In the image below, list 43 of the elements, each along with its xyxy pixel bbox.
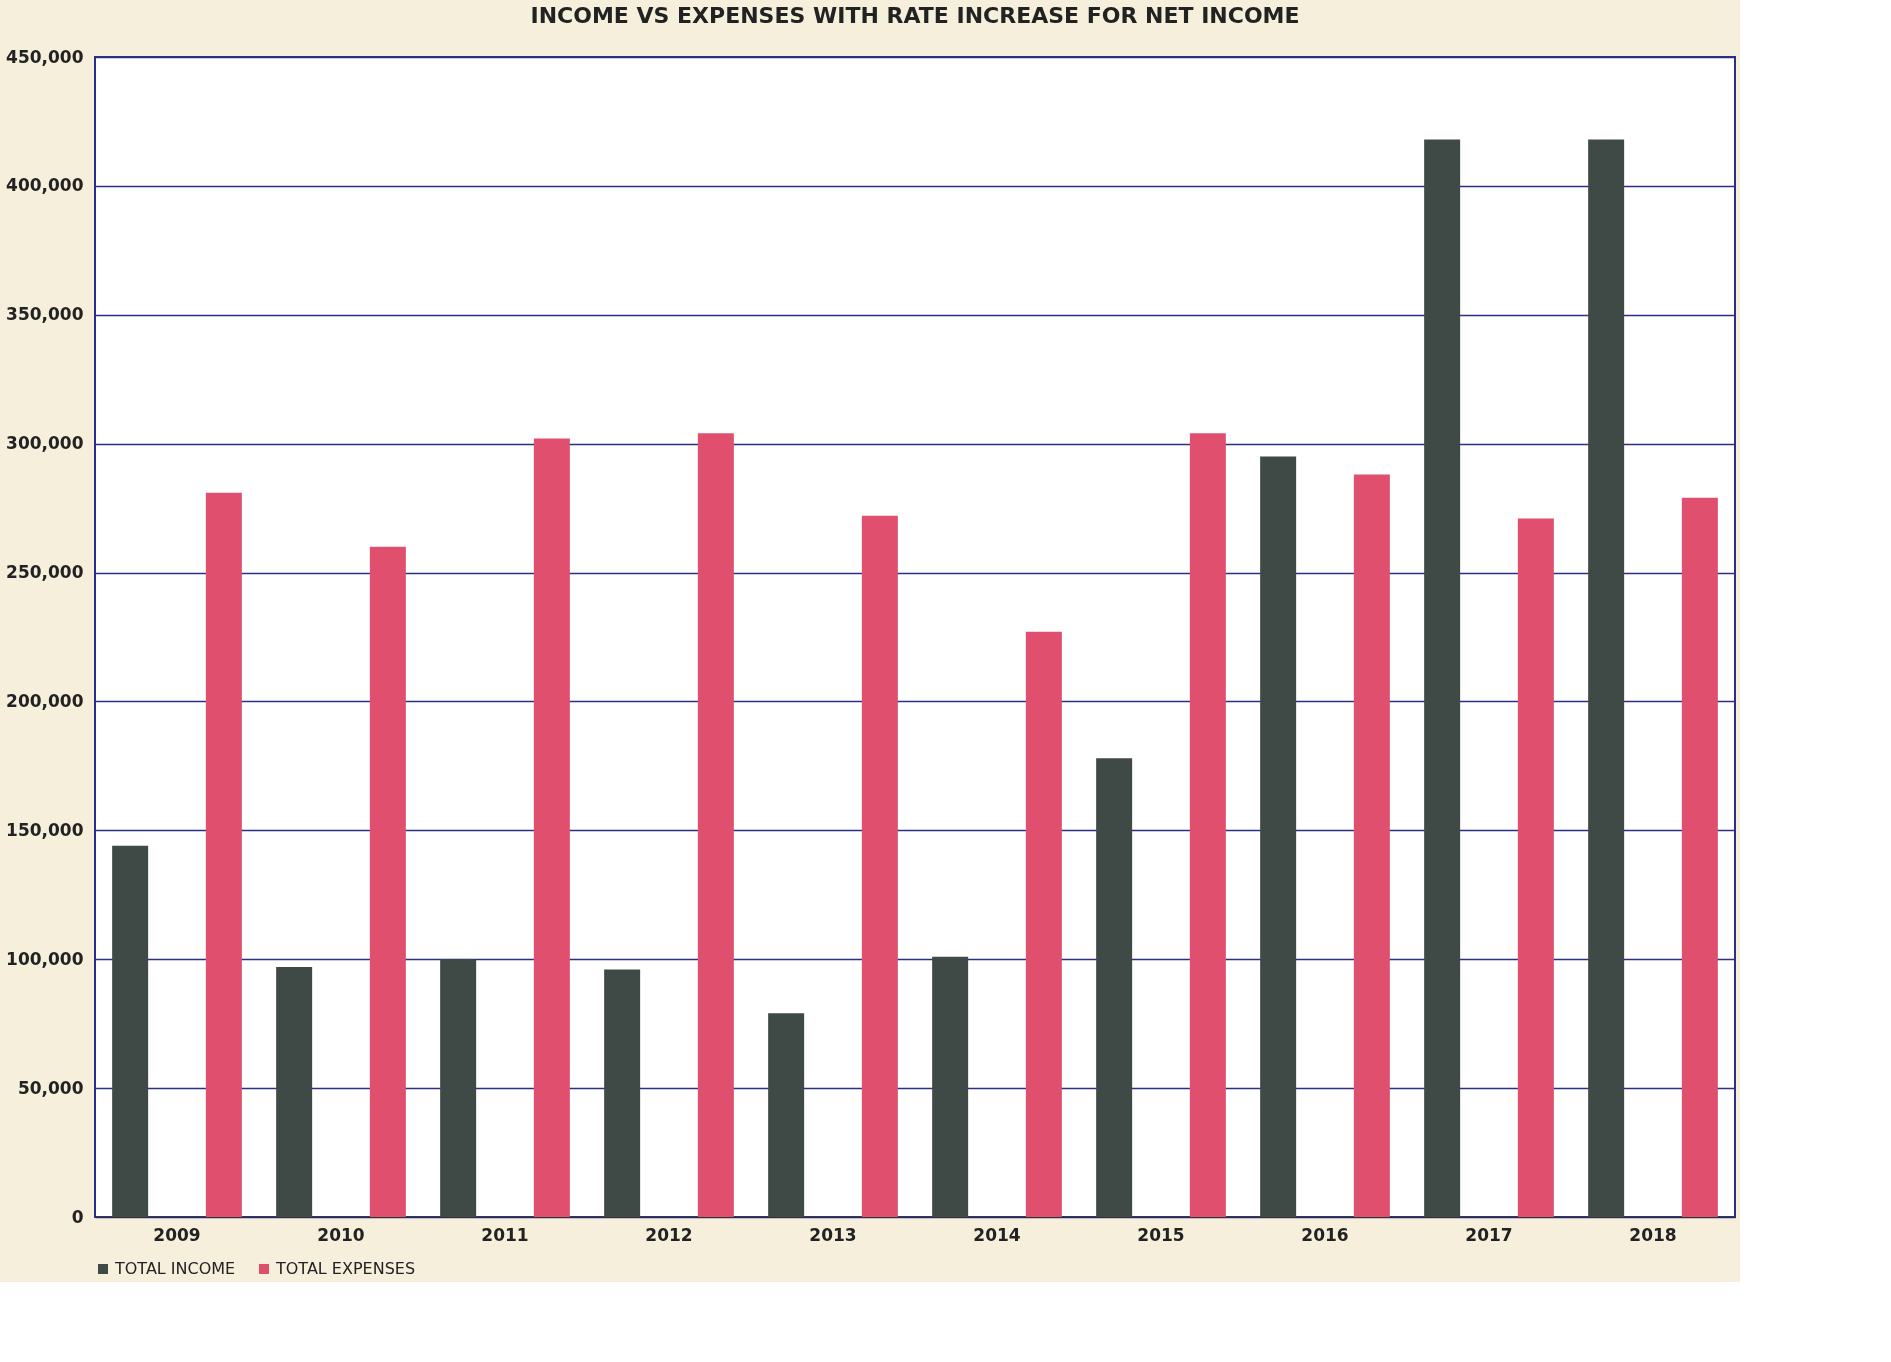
x-tick-label: 2009 [153, 1224, 201, 1245]
x-tick-label: 2013 [809, 1224, 857, 1245]
bar [112, 845, 149, 1217]
legend-label: TOTAL EXPENSES [275, 1259, 416, 1278]
bar [1025, 631, 1062, 1217]
bar [697, 433, 734, 1217]
bar [1260, 456, 1297, 1217]
x-tick-label: 2014 [973, 1224, 1021, 1245]
chart-title: INCOME VS EXPENSES WITH RATE INCREASE FOR NET INCOME [530, 3, 1300, 28]
y-tick-label: 350,000 [6, 304, 84, 325]
y-tick-label: 250,000 [6, 562, 84, 583]
x-tick-label: 2010 [317, 1224, 365, 1245]
x-tick-label: 2015 [1137, 1224, 1185, 1245]
bar [1424, 139, 1461, 1217]
y-tick-label: 100,000 [6, 948, 84, 969]
bar [440, 959, 477, 1217]
x-tick-label: 2012 [645, 1224, 693, 1245]
y-tick-label: 400,000 [6, 175, 84, 196]
bar [1681, 497, 1718, 1217]
bar [604, 969, 641, 1217]
y-tick-label: 200,000 [6, 690, 84, 711]
x-tick-label: 2018 [1629, 1224, 1677, 1245]
y-tick-label: 450,000 [6, 46, 84, 67]
x-tick-label: 2017 [1465, 1224, 1513, 1245]
bar [1517, 518, 1554, 1217]
bar [369, 546, 406, 1217]
x-tick-label: 2011 [481, 1224, 529, 1245]
bar [205, 492, 242, 1217]
bar [861, 515, 898, 1217]
legend-label: TOTAL INCOME [114, 1259, 236, 1278]
bar [1189, 433, 1226, 1217]
y-tick-label: 300,000 [6, 433, 84, 454]
x-tick-label: 2016 [1301, 1224, 1349, 1245]
bar [533, 438, 570, 1217]
y-tick-label: 50,000 [17, 1077, 84, 1098]
bar [1353, 474, 1390, 1217]
bar [768, 1013, 805, 1217]
bar [932, 956, 969, 1217]
bar [1588, 139, 1625, 1217]
bar [276, 966, 313, 1217]
y-tick-label: 150,000 [6, 819, 84, 840]
bar [1096, 758, 1133, 1217]
y-tick-label: 0 [71, 1206, 84, 1227]
